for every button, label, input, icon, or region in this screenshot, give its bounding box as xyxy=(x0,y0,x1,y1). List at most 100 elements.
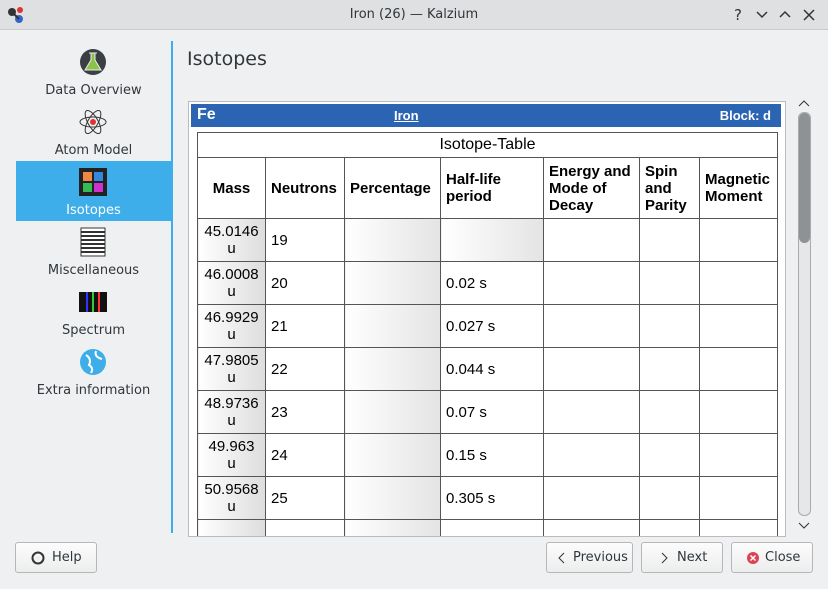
sidebar-label: Extra information xyxy=(36,383,151,398)
table-cell xyxy=(699,390,778,434)
table-cell xyxy=(344,519,441,536)
table-cell xyxy=(699,347,778,391)
previous-button[interactable]: Previous xyxy=(546,542,633,573)
table-cell xyxy=(639,261,700,305)
button-label: Close xyxy=(765,550,801,565)
sidebar-icon xyxy=(79,109,107,135)
table-cell xyxy=(344,390,441,434)
table-cell xyxy=(344,218,441,262)
table-cell: 50.9568 u xyxy=(197,476,266,520)
sidebar-icon xyxy=(79,292,107,312)
table-cell xyxy=(344,261,441,305)
button-label: Help xyxy=(52,550,82,565)
isotope-table: Isotope-Table Mass Neutrons Percentage Half-… xyxy=(197,132,778,536)
table-cell xyxy=(639,433,700,477)
table-cell: 23 xyxy=(265,390,345,434)
sidebar-item[interactable]: Data Overview xyxy=(16,41,171,101)
sidebar-item[interactable]: Atom Model xyxy=(16,101,171,161)
sidebar-label: Isotopes xyxy=(66,203,121,218)
table-cell xyxy=(699,433,778,477)
table-cell: 46.9929 u xyxy=(197,304,266,348)
table-cell: 48.9736 u xyxy=(197,390,266,434)
table-cell xyxy=(440,519,544,536)
element-block: Block: d xyxy=(719,108,771,123)
scrollbar[interactable] xyxy=(798,112,811,516)
column-header: Mass xyxy=(197,157,266,219)
element-bar: Fe Iron Block: d xyxy=(191,104,781,127)
table-row: 45.0146 u 19 xyxy=(197,218,778,262)
table-cell: 20 xyxy=(265,261,345,305)
table-cell xyxy=(543,390,640,434)
table-cell: 0.305 s xyxy=(440,476,544,520)
sidebar-item[interactable]: Miscellaneous xyxy=(16,221,171,281)
table-cell xyxy=(699,519,778,536)
column-header: Spin and Parity xyxy=(639,157,700,219)
separator xyxy=(171,41,173,533)
sidebar-icon xyxy=(80,349,106,375)
table-cell xyxy=(699,304,778,348)
table-cell xyxy=(344,304,441,348)
window-title: Iron (26) — Kalzium xyxy=(349,7,479,22)
table-cell: 46.0008 u xyxy=(197,261,266,305)
table-row: 46.9929 u 21 0.027 s xyxy=(197,304,778,348)
sidebar-icon xyxy=(80,49,106,75)
page-heading: Isotopes xyxy=(187,48,267,70)
column-header: Percentage xyxy=(344,157,441,219)
table-cell: 19 xyxy=(265,218,345,262)
sidebar-label: Data Overview xyxy=(45,83,142,98)
table-cell: 0.07 s xyxy=(440,390,544,434)
table-cell: 45.0146 u xyxy=(197,218,266,262)
table-cell xyxy=(344,476,441,520)
scroll-thumb[interactable] xyxy=(799,113,810,243)
content-area: Fe Iron Block: d Isotope-Table Mass Neutro… xyxy=(188,101,786,537)
table-cell: 22 xyxy=(265,347,345,391)
table-cell: 49.963 u xyxy=(197,433,266,477)
table-cell: 51.9481 xyxy=(197,519,266,536)
sidebar-label: Spectrum xyxy=(62,323,125,338)
table-cell xyxy=(543,433,640,477)
table-cell: 0.02 s xyxy=(440,261,544,305)
sidebar-label: Atom Model xyxy=(54,143,133,158)
button-label: Previous xyxy=(573,550,628,565)
table-row: 47.9805 u 22 0.044 s xyxy=(197,347,778,391)
caption-row: Isotope-Table xyxy=(197,132,778,158)
column-header: Neutrons xyxy=(265,157,345,219)
sidebar-icon xyxy=(79,168,107,196)
element-link[interactable]: Iron xyxy=(394,108,419,123)
table-cell xyxy=(543,476,640,520)
sidebar-item[interactable]: Extra information xyxy=(16,341,171,401)
table-cell xyxy=(639,476,700,520)
table-cell xyxy=(639,519,700,536)
table-cell xyxy=(699,476,778,520)
table-cell xyxy=(639,390,700,434)
table-cell xyxy=(543,218,640,262)
sidebar-item[interactable]: Isotopes xyxy=(16,161,171,221)
sidebar-item[interactable]: Spectrum xyxy=(16,281,171,341)
table-cell: 0.044 s xyxy=(440,347,544,391)
element-symbol: Fe xyxy=(197,106,216,123)
header-row: Mass Neutrons Percentage Half-life period En… xyxy=(197,157,778,219)
sidebar-icon xyxy=(80,227,106,257)
next-button[interactable]: Next xyxy=(641,542,723,573)
table-cell: 47.9805 u xyxy=(197,347,266,391)
table-cell xyxy=(440,218,544,262)
window-controls[interactable]: ? xyxy=(728,6,824,24)
app-icon xyxy=(8,7,23,23)
button-label: Next xyxy=(677,550,708,565)
close-button[interactable]: Close xyxy=(731,542,813,573)
table-cell xyxy=(265,519,345,536)
table-row: 49.963 u 24 0.15 s xyxy=(197,433,778,477)
help-button[interactable]: Help xyxy=(15,542,97,573)
table-cell xyxy=(543,261,640,305)
table-row: 46.0008 u 20 0.02 s xyxy=(197,261,778,305)
table-cell xyxy=(344,347,441,391)
table-cell xyxy=(344,433,441,477)
table-cell: 24 xyxy=(265,433,345,477)
scroll-arrows[interactable] xyxy=(797,96,811,536)
table-cell xyxy=(699,218,778,262)
table-cell xyxy=(543,519,640,536)
table-cell: 0.15 s xyxy=(440,433,544,477)
table-row: 48.9736 u 23 0.07 s xyxy=(197,390,778,434)
title-bar: Iron (26) — Kalzium ? xyxy=(0,0,828,30)
